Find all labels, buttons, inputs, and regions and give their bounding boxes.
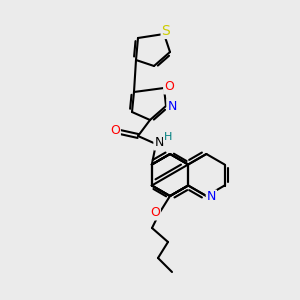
Text: N: N	[154, 136, 164, 149]
Text: N: N	[207, 190, 216, 203]
Text: O: O	[110, 124, 120, 137]
Text: O: O	[164, 80, 174, 94]
Text: O: O	[150, 206, 160, 220]
Text: S: S	[162, 24, 170, 38]
Text: H: H	[164, 132, 172, 142]
Text: N: N	[167, 100, 177, 112]
